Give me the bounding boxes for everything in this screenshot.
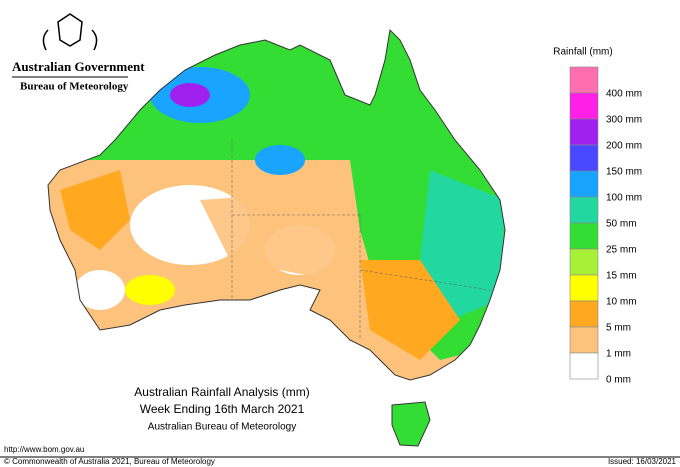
legend-swatch: [569, 118, 599, 146]
footer-issued: Issued: 16/03/2021: [608, 457, 677, 466]
legend-label: 300 mm: [606, 115, 642, 126]
legend-label: 1 mm: [606, 349, 631, 360]
legend-label: 0 mm: [606, 375, 631, 386]
state-borders: [231, 140, 491, 340]
map-title: Australian Rainfall Analysis (mm): [134, 385, 309, 399]
footer-url: http://www.bom.gov.au: [4, 445, 84, 454]
legend-swatch: [569, 274, 599, 302]
legend-swatch: [569, 352, 599, 380]
legend-swatch: [569, 300, 599, 328]
legend: 400 mm 300 mm 200 mm 150 mm 100 mm 50 mm 25 mm…: [569, 66, 642, 386]
agency: Bureau of Meteorology: [20, 81, 129, 93]
legend-label: 15 mm: [606, 271, 637, 282]
legend-label: 100 mm: [606, 193, 642, 204]
legend-swatch: [569, 196, 599, 224]
tasmania: [391, 401, 431, 447]
legend-title: Rainfall (mm): [553, 47, 612, 58]
legend-swatch: [569, 326, 599, 354]
map-subtitle: Week Ending 16th March 2021: [140, 402, 305, 416]
government: Australian Government: [12, 59, 145, 74]
legend-swatch: [569, 248, 599, 276]
legend-label: 5 mm: [606, 323, 631, 334]
legend-label: 10 mm: [606, 297, 637, 308]
legend-label: 400 mm: [606, 89, 642, 100]
footer-copyright: © Commonwealth of Australia 2021, Bureau…: [4, 457, 215, 466]
legend-swatch: [569, 222, 599, 250]
legend-swatch: [569, 144, 599, 172]
legend-label: 150 mm: [606, 167, 642, 178]
map-source: Australian Bureau of Meteorology: [148, 422, 296, 433]
crest: [42, 13, 98, 51]
rainfall-map: [48, 30, 505, 380]
legend-swatch: [569, 66, 599, 94]
legend-label: 25 mm: [606, 245, 637, 256]
legend-label: 200 mm: [606, 141, 642, 152]
legend-swatch: [569, 92, 599, 120]
coastline: [47, 28, 506, 381]
legend-swatch: [569, 170, 599, 198]
legend-label: 50 mm: [606, 219, 637, 230]
